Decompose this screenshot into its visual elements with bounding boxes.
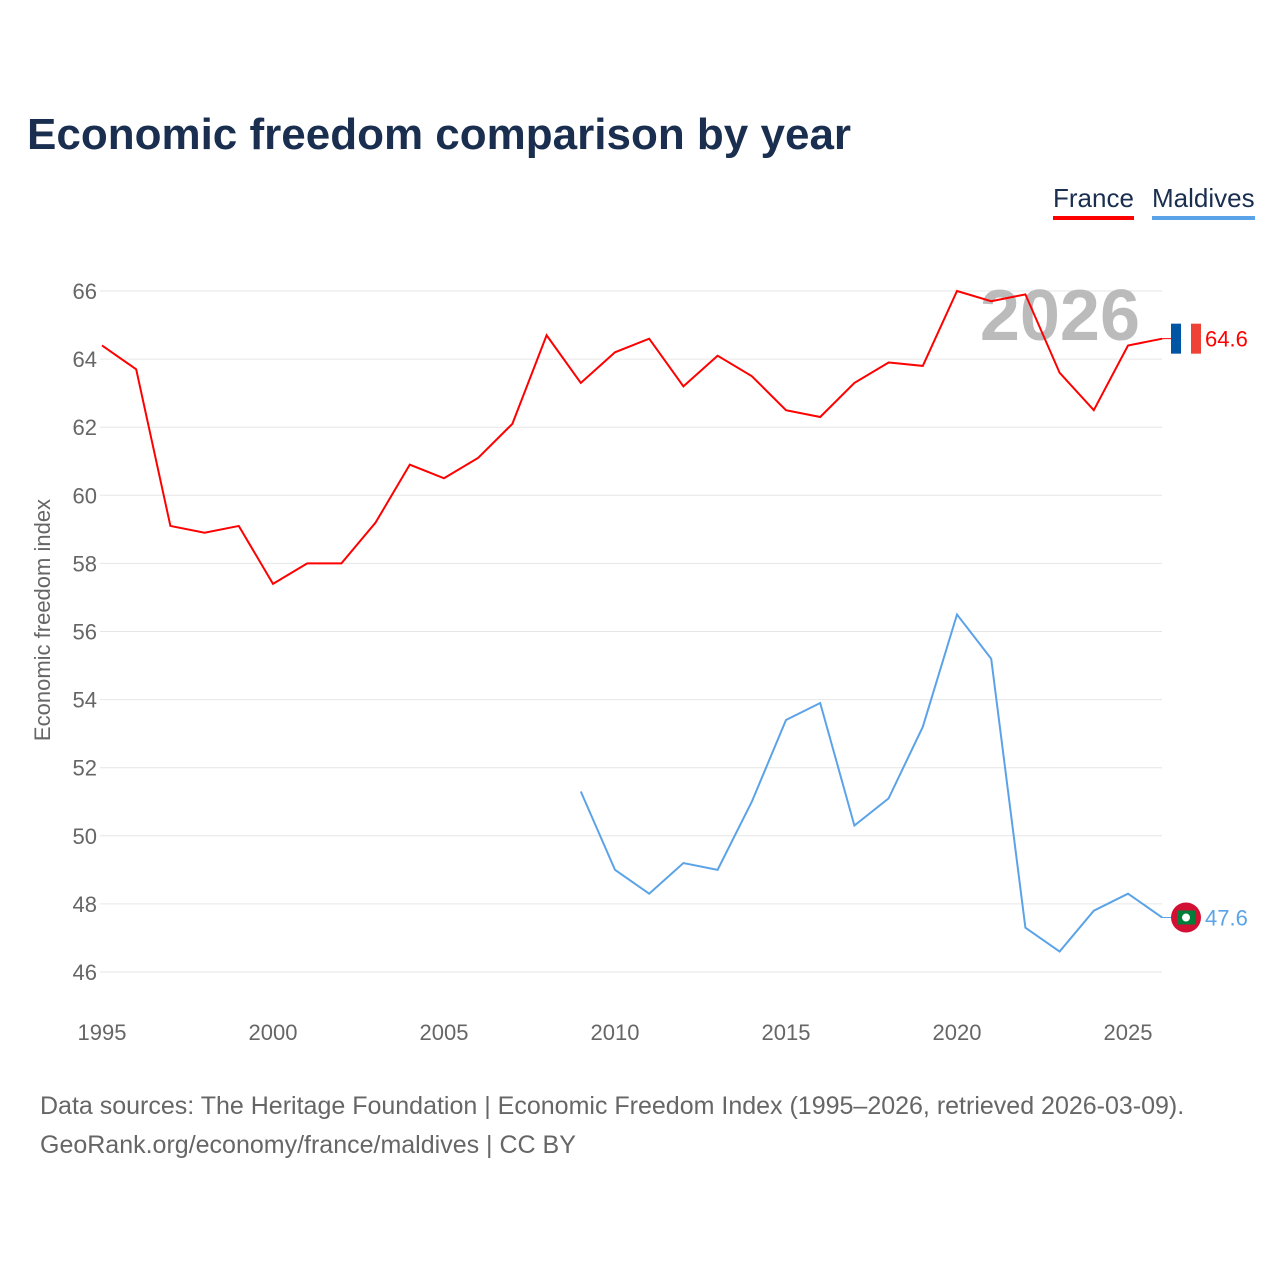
legend-france[interactable]: France	[1053, 183, 1134, 220]
flag-maldives-icon	[1182, 913, 1190, 922]
y-tick-label: 58	[73, 551, 97, 576]
x-tick-label: 2015	[762, 1020, 811, 1045]
x-tick-label: 1995	[78, 1020, 127, 1045]
x-tick-label: 2000	[249, 1020, 298, 1045]
y-axis-label: Economic freedom index	[30, 499, 55, 741]
series-line-france	[101, 289, 1163, 586]
x-tick-label: 2005	[420, 1020, 469, 1045]
x-tick-label: 2025	[1104, 1020, 1153, 1045]
year-watermark: 2026	[980, 276, 1140, 356]
y-tick-label: 60	[73, 483, 97, 508]
source-line-1: Data sources: The Heritage Foundation | …	[40, 1092, 1185, 1120]
flag-france-icon	[1191, 323, 1201, 354]
chart-title: Economic freedom comparison by year	[27, 110, 852, 159]
y-tick-label: 66	[73, 279, 97, 304]
end-value-label: 47.6	[1205, 906, 1248, 931]
y-tick-label: 54	[73, 688, 97, 713]
source-line-2: GeoRank.org/economy/france/maldives | CC…	[40, 1131, 576, 1159]
flag-france-icon	[1171, 323, 1181, 354]
legend-maldives[interactable]: Maldives	[1152, 183, 1255, 220]
y-tick-label: 52	[73, 756, 97, 781]
series-line-maldives	[579, 612, 1163, 953]
source-note: Data sources: The Heritage Foundation | …	[40, 1087, 1184, 1165]
x-tick-label: 2020	[933, 1020, 982, 1045]
flag-france-icon	[1181, 323, 1191, 354]
y-tick-label: 56	[73, 620, 97, 645]
y-tick-label: 46	[73, 960, 97, 985]
x-tick-label: 2010	[591, 1020, 640, 1045]
y-tick-label: 64	[73, 347, 97, 372]
y-tick-label: 50	[73, 824, 97, 849]
y-tick-label: 48	[73, 892, 97, 917]
y-tick-label: 62	[73, 415, 97, 440]
end-value-label: 64.6	[1205, 327, 1248, 352]
